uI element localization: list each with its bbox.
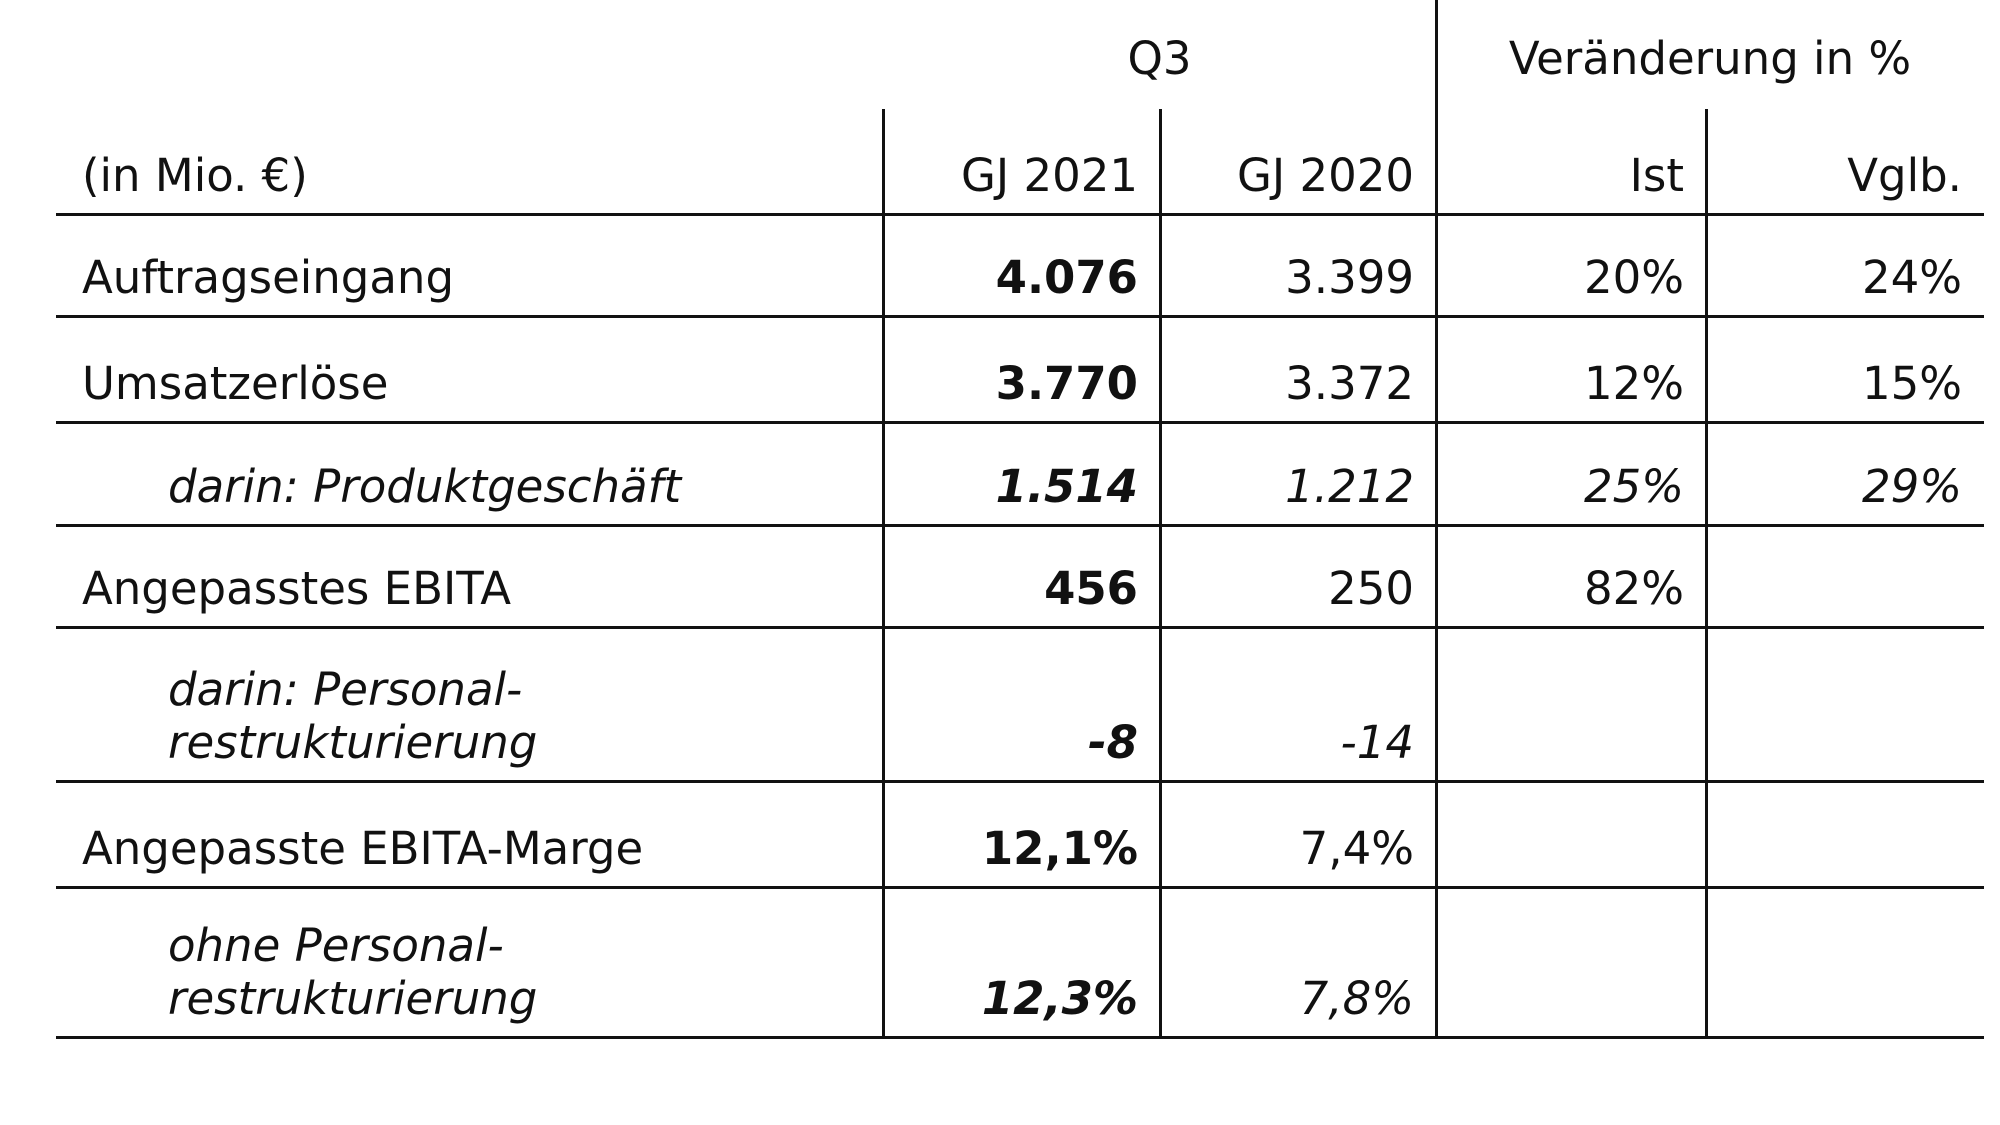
column-header: Vglb. [1847,148,1962,202]
row-label: darin: Produktgeschäft [168,459,682,513]
group-header: Veränderung in % [1508,32,1912,85]
column-header: GJ 2021 [961,148,1138,202]
row-rule [56,524,1984,527]
row-value: 1.212 [1285,459,1414,513]
row-rule [56,421,1984,424]
column-rule [1159,109,1162,1039]
row-value: 456 [1044,561,1138,615]
row-value: 4.076 [995,250,1138,304]
row-rule [56,626,1984,629]
row-value: 20% [1583,250,1684,304]
row-rule [56,315,1984,318]
row-value: 250 [1328,561,1414,615]
row-value: 3.399 [1285,250,1414,304]
unit-label: (in Mio. €) [82,148,308,202]
row-value: 25% [1583,459,1684,513]
row-label: Umsatzerlöse [82,356,389,410]
column-header: Ist [1629,148,1684,202]
column-header: GJ 2020 [1237,148,1414,202]
row-label: ohne Personal- restrukturierung [168,918,538,1025]
row-value: 24% [1861,250,1962,304]
group-header: Q3 [1127,32,1192,85]
row-value: 3.770 [995,356,1138,410]
row-value: 7,4% [1299,821,1414,875]
row-value: 1.514 [995,459,1138,513]
row-value: 12,3% [981,971,1138,1025]
row-label: Angepasste EBITA-Marge [82,821,644,875]
row-rule [56,1036,1984,1039]
column-rule [1705,109,1708,1039]
row-rule [56,213,1984,216]
row-value: -8 [1088,715,1138,769]
column-rule [1435,0,1438,1039]
row-value: 82% [1583,561,1684,615]
row-value: 7,8% [1299,971,1414,1025]
row-value: 15% [1861,356,1962,410]
row-label: darin: Personal- restrukturierung [168,662,538,769]
row-value: 29% [1861,459,1962,513]
row-rule [56,886,1984,889]
row-label: Auftragseingang [82,250,455,304]
row-value: 12% [1583,356,1684,410]
row-value: 12,1% [981,821,1138,875]
row-rule [56,780,1984,783]
row-value: -14 [1340,715,1415,769]
column-rule [882,109,885,1039]
row-label: Angepasstes EBITA [82,561,512,615]
row-value: 3.372 [1285,356,1414,410]
